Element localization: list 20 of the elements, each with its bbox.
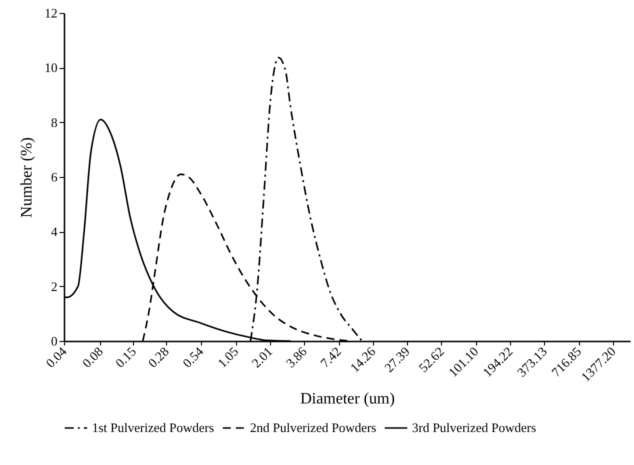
legend-label: 3rd Pulverized Powders (412, 420, 536, 435)
y-tick-label: 10 (44, 60, 58, 76)
x-tick-label: 0.08 (79, 344, 106, 371)
x-tick-label: 0.15 (112, 344, 139, 371)
x-tick-label: 1.05 (214, 344, 242, 371)
y-tick-label: 12 (44, 6, 58, 20)
legend-label: 1st Pulverized Powders (92, 420, 214, 435)
legend-label: 2nd Pulverized Powders (250, 420, 376, 435)
x-tick-label: 0.54 (180, 343, 207, 371)
y-tick-label: 4 (51, 224, 58, 240)
y-tick-label: 8 (51, 114, 58, 130)
y-tick-label: 2 (51, 278, 58, 294)
y-tick-label: 6 (51, 170, 58, 184)
x-tick-label: 3.86 (282, 343, 310, 371)
x-tick-label: 2.01 (248, 344, 276, 371)
x-axis-title: Diameter (um) (300, 390, 395, 408)
x-tick-label: 0.28 (145, 344, 172, 371)
y-tick-label: 0 (51, 334, 58, 348)
x-tick-label: 7.42 (317, 344, 344, 371)
y-axis-title: Number (%) (18, 137, 36, 218)
